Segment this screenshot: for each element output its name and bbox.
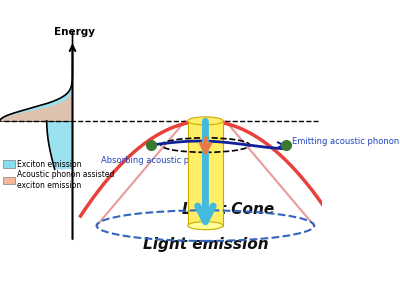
Text: Emitting acoustic phonon: Emitting acoustic phonon xyxy=(292,137,400,146)
Text: Energy: Energy xyxy=(54,27,95,37)
Text: Acoustic phonon assisted
exciton emission: Acoustic phonon assisted exciton emissio… xyxy=(17,170,114,190)
Ellipse shape xyxy=(188,222,223,230)
Text: Exciton emission: Exciton emission xyxy=(17,160,82,168)
Text: Absorbing acoustic phonon: Absorbing acoustic phonon xyxy=(102,156,216,165)
Ellipse shape xyxy=(188,117,223,125)
Bar xyxy=(188,121,223,226)
Text: Light Cone: Light Cone xyxy=(182,202,274,217)
Bar xyxy=(3,177,14,184)
Bar xyxy=(3,160,14,168)
Text: Light emission: Light emission xyxy=(143,237,268,252)
